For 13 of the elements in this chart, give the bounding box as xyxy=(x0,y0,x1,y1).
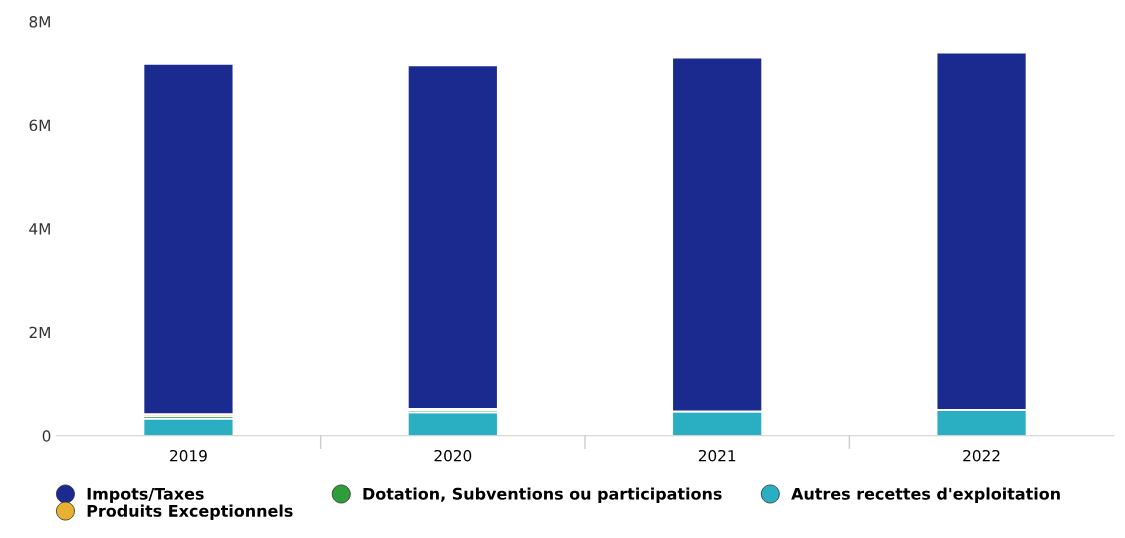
x-tick-label: 2020 xyxy=(434,449,472,462)
y-tick-label: 0 xyxy=(42,430,51,442)
x-tick-label: 2022 xyxy=(963,449,1000,462)
y-tick-label: 6M xyxy=(29,119,50,132)
y-tick-label: 8M xyxy=(29,15,50,28)
y-tick-label: 2M xyxy=(29,326,50,339)
x-tick-label: 2019 xyxy=(170,449,207,462)
legend-label: Impots/Taxes xyxy=(87,487,204,503)
legend-label: Autres recettes d'exploitation xyxy=(791,487,1060,503)
legend-label: Produits Exceptionnels xyxy=(87,504,293,520)
y-tick-label: 4M xyxy=(29,223,50,235)
x-tick-label: 2021 xyxy=(698,449,736,462)
legend-label: Dotation, Subventions ou participations xyxy=(363,487,722,503)
